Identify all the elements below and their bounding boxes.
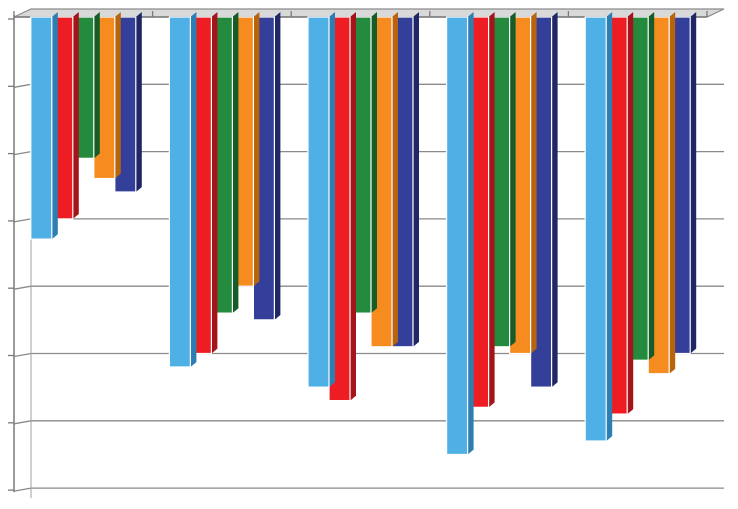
bar-side: [467, 12, 474, 455]
gridline-depth: [13, 487, 32, 492]
gridline-depth: [13, 285, 32, 290]
gridline-depth: [13, 420, 32, 425]
bar-side: [530, 12, 537, 354]
bar-side: [669, 12, 676, 374]
bar: [584, 16, 607, 442]
bar-side: [413, 12, 419, 347]
bar-side: [232, 12, 239, 314]
bar-side: [51, 12, 58, 240]
bar: [168, 16, 191, 368]
bar-side: [190, 12, 197, 367]
bar: [30, 16, 53, 240]
gridline-depth: [13, 218, 32, 223]
bar-side: [627, 12, 634, 415]
bar-side: [690, 12, 697, 354]
bar-side: [350, 12, 356, 401]
bar-side: [72, 12, 79, 219]
bar-side: [371, 12, 377, 314]
bar-side: [551, 12, 558, 388]
bar-side: [211, 12, 218, 354]
gridline-depth: [13, 83, 32, 88]
bar-side: [509, 12, 516, 347]
gridline-depth: [13, 150, 32, 156]
bar-side: [274, 12, 281, 320]
bar-side: [648, 12, 655, 361]
bar-side: [93, 12, 100, 159]
bar-side: [253, 12, 260, 287]
bar-side: [488, 12, 495, 408]
bar-side: [114, 12, 121, 179]
bar-side: [392, 12, 398, 347]
bar: [307, 16, 330, 388]
bar-side: [329, 12, 335, 388]
bar-side: [135, 12, 142, 192]
bar-side: [606, 12, 613, 441]
bar: [446, 16, 469, 456]
gridline-depth: [13, 352, 32, 358]
